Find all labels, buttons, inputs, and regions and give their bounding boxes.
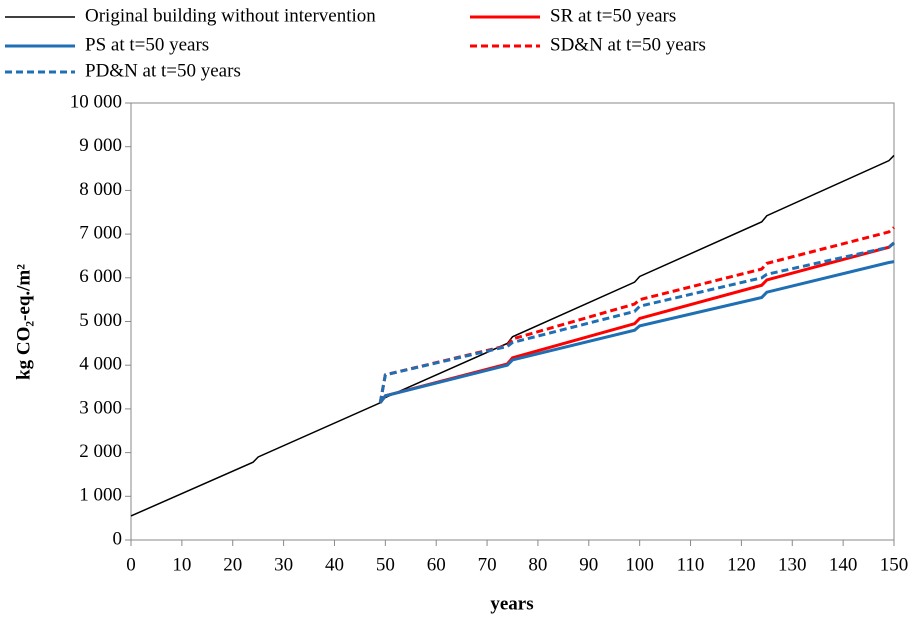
legend-label: SR at t=50 years [550,5,676,26]
x-tick-label: 70 [478,554,497,575]
x-tick-label: 110 [677,554,705,575]
x-axis-label: years [490,593,533,614]
y-tick-label: 0 [113,528,123,549]
legend-label: PS at t=50 years [85,34,209,55]
x-tick-label: 140 [829,554,858,575]
y-tick-label: 7 000 [79,222,122,243]
x-tick-label: 120 [727,554,756,575]
x-tick-label: 0 [126,554,136,575]
y-tick-label: 10 000 [70,91,122,112]
x-tick-label: 40 [325,554,344,575]
y-tick-label: 4 000 [79,354,122,375]
x-tick-label: 60 [427,554,446,575]
plot-area [130,102,895,541]
legend-label: SD&N at t=50 years [550,34,706,55]
legend-label: PD&N at t=50 years [85,60,241,81]
x-tick-label: 100 [625,554,654,575]
x-tick-label: 10 [172,554,191,575]
y-tick-label: 6 000 [79,266,122,287]
y-tick-label: 5 000 [79,310,122,331]
legend-label: Original building without intervention [85,5,376,26]
series-line [130,154,895,517]
x-tick-label: 80 [528,554,547,575]
x-tick-label: 130 [778,554,807,575]
y-tick-label: 8 000 [79,179,122,200]
series-line [379,260,895,404]
y-tick-label: 9 000 [79,135,122,156]
x-tick-label: 50 [376,554,395,575]
series-line [378,241,895,404]
y-tick-label: 2 000 [79,441,122,462]
x-tick-label: 150 [880,554,909,575]
x-tick-label: 30 [274,554,293,575]
x-tick-label: 90 [579,554,598,575]
x-tick-label: 20 [223,554,242,575]
y-axis-label: kg CO₂-eq./m² [13,264,34,380]
y-tick-label: 1 000 [79,485,122,506]
y-tick-label: 3 000 [79,397,122,418]
